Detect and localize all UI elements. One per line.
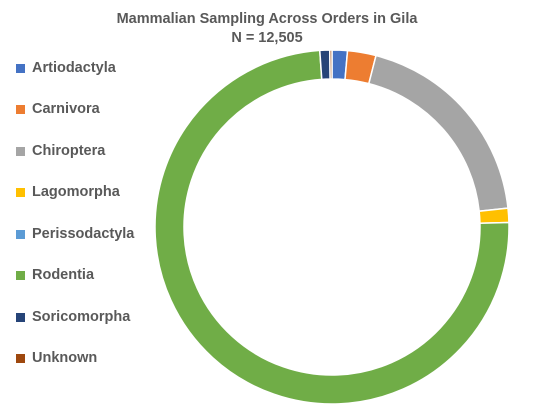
legend-label-rodentia: Rodentia <box>32 267 95 283</box>
slice-rodentia <box>154 49 510 405</box>
legend-swatch-carnivora <box>16 105 25 114</box>
legend-label-unknown: Unknown <box>32 350 98 366</box>
legend-label-perissodactyla: Perissodactyla <box>32 226 135 242</box>
legend-swatch-chiroptera <box>16 147 25 156</box>
legend-swatch-lagomorpha <box>16 188 25 197</box>
legend-label-lagomorpha: Lagomorpha <box>32 184 120 200</box>
slice-soricomorpha <box>318 49 331 81</box>
legend-swatch-artiodactyla <box>16 64 25 73</box>
legend-label-soricomorpha: Soricomorpha <box>32 309 131 325</box>
legend-label-carnivora: Carnivora <box>32 101 100 117</box>
chart-subtitle: N = 12,505 <box>231 30 303 46</box>
slice-unknown <box>329 49 333 80</box>
legend-swatch-rodentia <box>16 271 25 280</box>
legend-swatch-perissodactyla <box>16 230 25 239</box>
legend-label-chiroptera: Chiroptera <box>32 143 106 159</box>
legend-label-artiodactyla: Artiodactyla <box>32 60 116 76</box>
chart-title: Mammalian Sampling Across Orders in Gila <box>116 11 418 27</box>
slice-chiroptera <box>367 54 509 213</box>
legend-swatch-soricomorpha <box>16 313 25 322</box>
slice-lagomorpha <box>478 207 510 225</box>
legend-swatch-unknown <box>16 354 25 363</box>
